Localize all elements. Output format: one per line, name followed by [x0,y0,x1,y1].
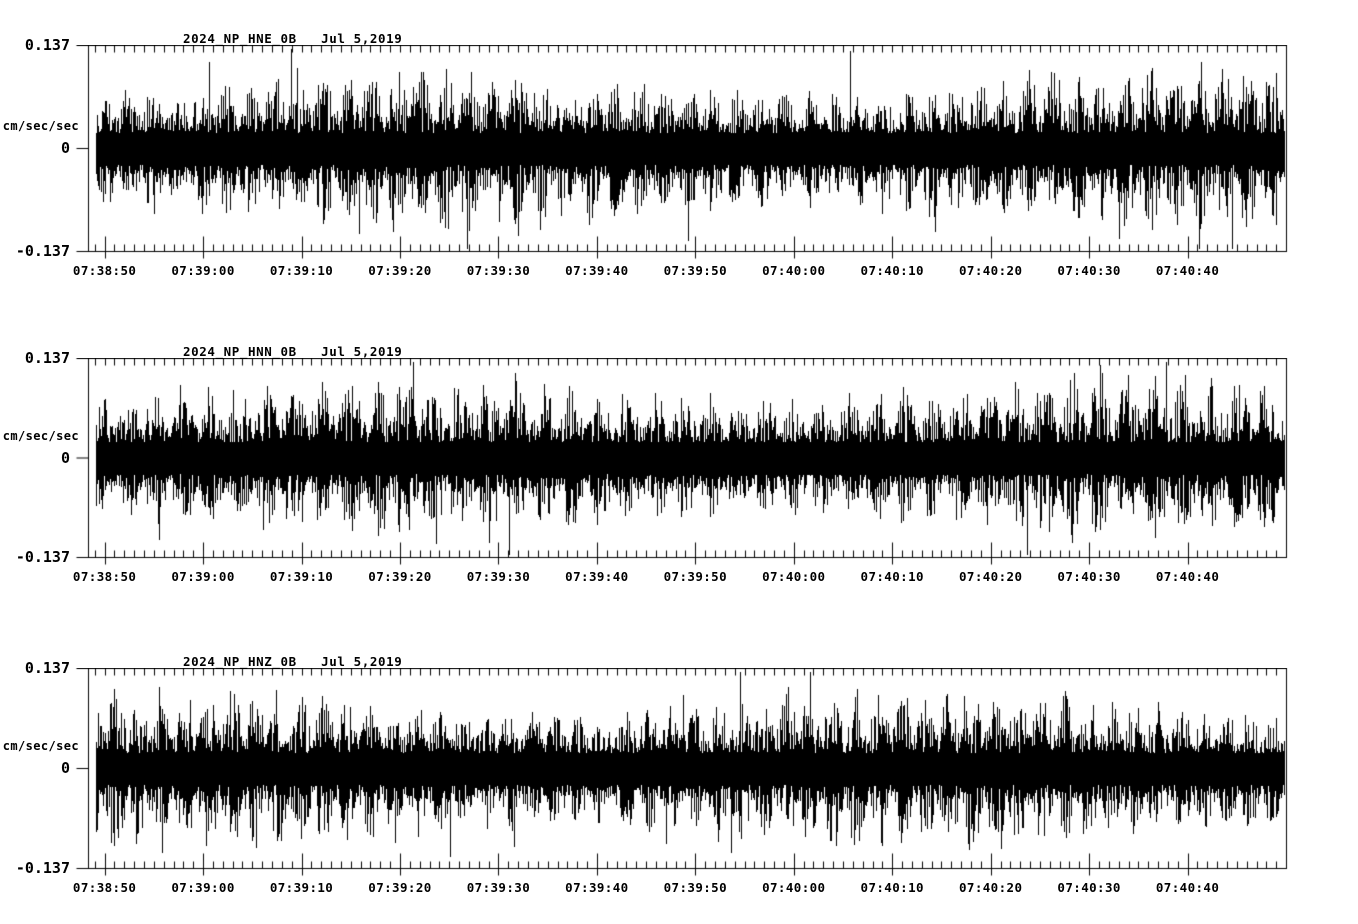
seismogram-trace-canvas-hne [70,45,1296,269]
x-tick-label: 07:39:30 [466,263,531,278]
y-zero-label: 0 [60,759,70,777]
x-tick-label: 07:38:50 [72,569,137,584]
x-tick-label: 07:38:50 [72,263,137,278]
y-max-label: 0.137 [24,659,70,677]
x-tick-label: 07:39:50 [663,880,728,895]
x-tick-label: 07:40:20 [958,569,1023,584]
y-axis-units-label: cm/sec/sec [2,739,79,753]
x-tick-label: 07:40:00 [762,569,826,584]
x-tick-label: 07:40:10 [860,569,924,584]
panel-title-hnn: 2024_NP_HNN_0B Jul 5,2019 [183,344,403,359]
x-tick-label: 07:39:50 [663,569,728,584]
x-tick-label: 07:39:00 [171,263,235,278]
x-tick-label: 07:40:10 [860,880,924,895]
x-tick-label: 07:39:20 [368,263,432,278]
y-zero-label: 0 [60,448,70,467]
x-tick-label: 07:40:20 [958,880,1023,895]
x-tick-label: 07:39:00 [171,569,235,584]
y-max-label: 0.137 [24,349,70,367]
x-tick-label: 07:40:00 [762,880,826,895]
x-tick-label: 07:39:30 [466,880,531,895]
x-tick-label: 07:40:20 [958,263,1023,278]
x-tick-label: 07:40:30 [1057,880,1121,895]
x-tick-label: 07:40:30 [1057,569,1121,584]
x-tick-label: 07:39:40 [565,880,629,895]
y-axis-units-label: cm/sec/sec [2,428,79,443]
seismogram-trace-canvas-hnn [70,358,1296,575]
x-tick-label: 07:39:20 [368,569,432,584]
x-tick-label: 07:39:40 [565,569,629,584]
x-tick-label: 07:39:40 [565,263,629,278]
x-tick-label: 07:39:10 [269,880,334,895]
seismogram-trace-canvas-hnz [70,668,1296,886]
y-zero-label: 0 [60,139,70,157]
y-max-label: 0.137 [24,36,70,54]
x-tick-label: 07:39:10 [269,263,334,278]
x-tick-label: 07:39:20 [368,880,432,895]
x-tick-label: 07:40:40 [1155,569,1220,584]
x-tick-label: 07:39:50 [663,263,728,278]
x-tick-label: 07:40:30 [1057,263,1121,278]
y-min-label: -0.137 [15,242,70,260]
x-tick-label: 07:39:30 [466,569,531,584]
x-tick-label: 07:39:10 [269,569,334,584]
panel-title-hnz: 2024_NP_HNZ_0B Jul 5,2019 [183,654,403,669]
x-tick-label: 07:40:10 [860,263,924,278]
x-tick-label: 07:39:00 [171,880,235,895]
y-axis-units-label: cm/sec/sec [2,119,79,133]
y-min-label: -0.137 [15,548,70,566]
panel-title-hne: 2024_NP_HNE_0B Jul 5,2019 [183,31,403,46]
x-tick-label: 07:40:40 [1155,880,1220,895]
x-tick-label: 07:38:50 [72,880,137,895]
x-tick-label: 07:40:00 [762,263,826,278]
x-tick-label: 07:40:40 [1155,263,1220,278]
y-min-label: -0.137 [15,859,70,877]
